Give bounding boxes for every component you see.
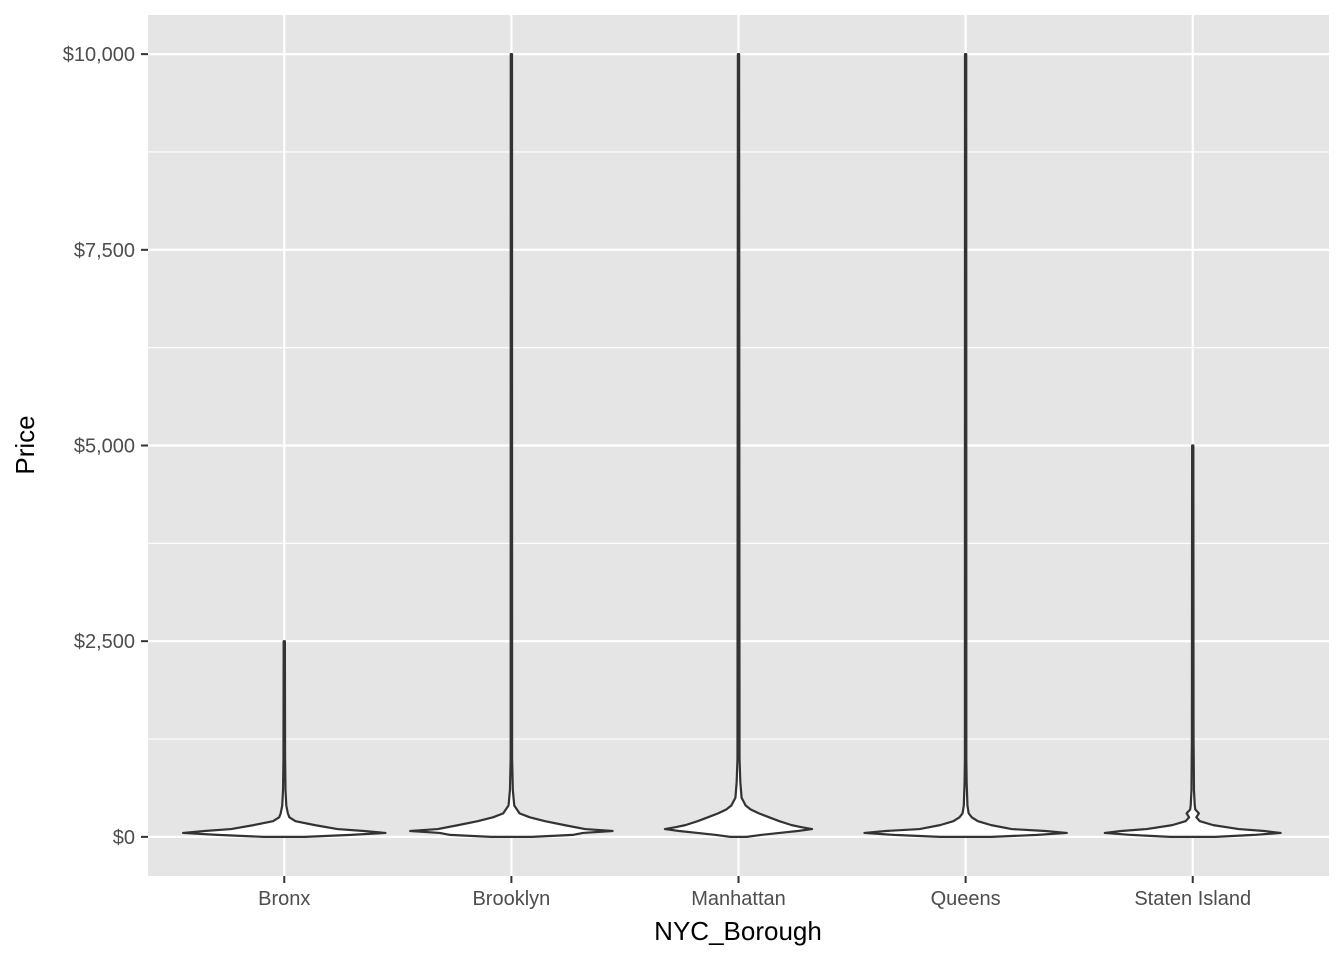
x-axis: Bronx Brooklyn Manhattan Queens Staten Islan… [258,876,1251,910]
x-tick-label: Brooklyn [472,888,550,910]
x-tick-label: Manhattan [691,888,786,910]
violins [181,53,1282,838]
violin-brooklyn [409,53,614,838]
x-tick-label: Bronx [258,888,310,910]
violin-staten-island [1103,444,1282,838]
y-axis-title: Price [10,415,40,474]
x-axis-title: NYC_Borough [654,916,822,946]
y-tick-label: $0 [113,827,135,849]
y-tick-label: $10,000 [63,44,135,66]
violin-queens [863,53,1068,838]
x-tick-label: Queens [931,888,1001,910]
y-tick-label: $7,500 [74,240,135,262]
violin-manhattan [663,53,814,838]
y-tick-label: $5,000 [74,436,135,458]
y-axis: $0 $2,500 $5,000 $7,500 $10,000 [63,44,148,849]
x-tick-label: Staten Island [1134,888,1251,910]
violin-bronx [181,640,387,838]
y-tick-label: $2,500 [74,631,135,653]
